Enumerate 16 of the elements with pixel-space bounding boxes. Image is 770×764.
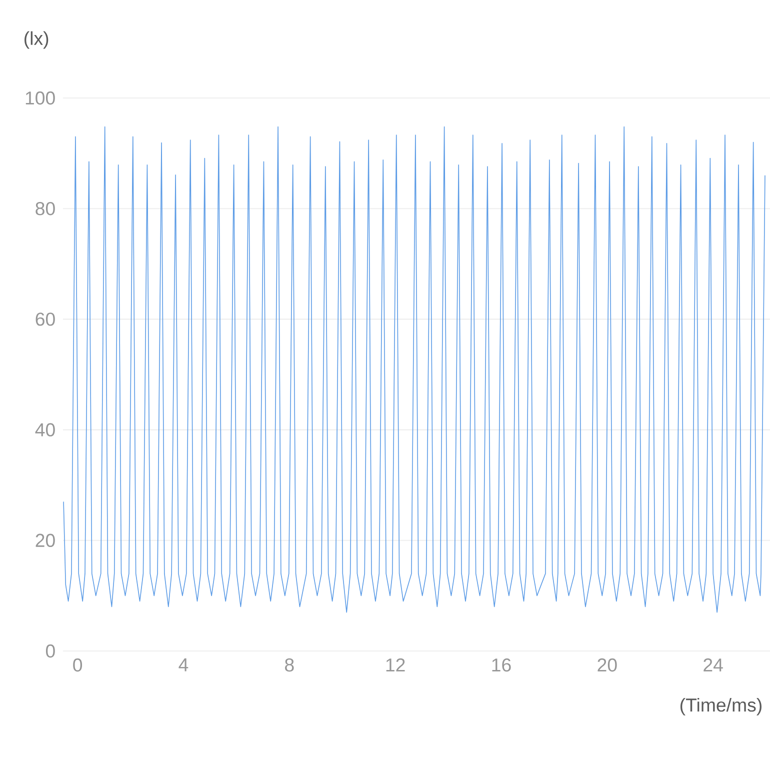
line-series — [63, 126, 766, 613]
y-tick-label: 80 — [36, 202, 55, 216]
y-tick-label: 60 — [36, 312, 55, 326]
y-axis-title: (lx) — [24, 31, 48, 49]
x-tick-label: 12 — [386, 658, 405, 672]
x-tick-label: 24 — [704, 658, 723, 672]
x-tick-label: 20 — [598, 658, 617, 672]
x-axis-title: (Time/ms) — [680, 698, 762, 716]
x-tick-label: 8 — [285, 658, 294, 672]
x-tick-label: 16 — [492, 658, 511, 672]
y-tick-label: 100 — [26, 91, 55, 105]
y-tick-label: 20 — [36, 534, 55, 548]
x-tick-label: 0 — [73, 658, 82, 672]
y-tick-label: 0 — [46, 644, 55, 658]
x-tick-label: 4 — [178, 658, 188, 672]
y-tick-label: 40 — [35, 423, 55, 436]
